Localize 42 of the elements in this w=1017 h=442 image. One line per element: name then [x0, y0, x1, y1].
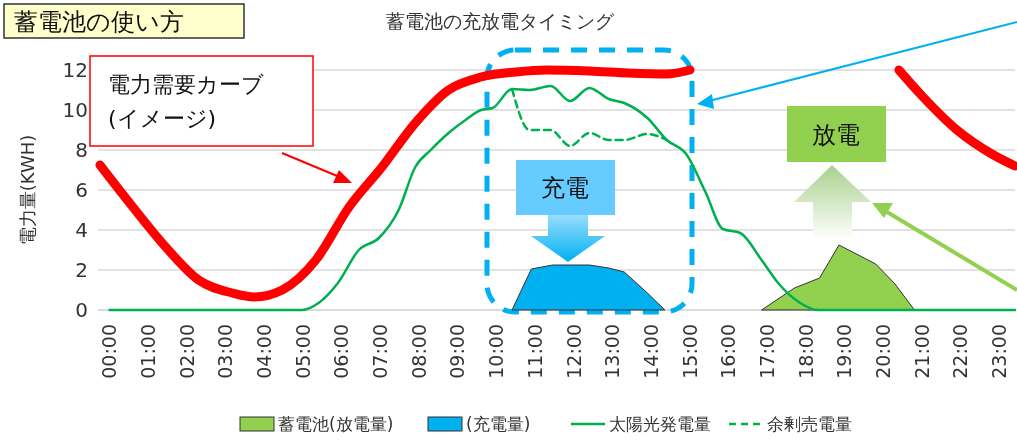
x-tick-label: 14:00	[639, 324, 662, 379]
text: 蓄電池の使い方	[14, 8, 184, 36]
annotation: 電力需要カーブ (イメージ)	[108, 72, 264, 131]
x-tick-label: 17:00	[756, 324, 779, 379]
x-tick-label: 02:00	[175, 324, 198, 379]
x-tick-label: 00:00	[98, 324, 121, 379]
annotation: 放電	[812, 121, 860, 149]
x-tick-label: 04:00	[253, 324, 276, 379]
y-axis-title: 電力量(KWH)	[17, 134, 39, 246]
x-tick-label: 16:00	[717, 324, 740, 379]
x-tick-label: 15:00	[678, 324, 701, 379]
x-tick-label: 08:00	[407, 324, 430, 379]
legend-label: 太陽光発電量	[609, 414, 711, 434]
x-tick-label: 18:00	[794, 324, 817, 379]
line-series	[510, 87, 669, 148]
x-tick-label: 05:00	[291, 324, 314, 379]
x-tick-label: 06:00	[330, 324, 353, 379]
x-tick-label: 10:00	[485, 324, 508, 379]
x-tick-label: 22:00	[949, 324, 972, 379]
x-tick-label: 23:00	[988, 324, 1011, 379]
x-tick-label: 13:00	[601, 324, 624, 379]
x-tick-label: 20:00	[872, 324, 895, 379]
y-tick-label: 8	[75, 138, 88, 162]
y-tick-label: 6	[75, 178, 88, 202]
x-tick-label: 03:00	[214, 324, 237, 379]
legend-label: 蓄電池(放電量)	[278, 414, 394, 434]
y-tick-label: 12	[62, 58, 88, 82]
x-tick-label: 12:00	[562, 324, 585, 379]
y-tick-label: 0	[75, 298, 88, 322]
x-tick-label: 19:00	[833, 324, 856, 379]
x-tick-label: 01:00	[136, 324, 159, 379]
x-tick-label: 21:00	[910, 324, 933, 379]
legend-label: (充電量)	[466, 414, 531, 434]
chart-title: 蓄電池の充放電タイミング	[386, 10, 615, 32]
y-tick-label: 2	[75, 258, 88, 282]
annotation: 充電	[541, 174, 589, 202]
x-tick-label: 07:00	[369, 324, 392, 379]
legend-label: 余剰売電量	[767, 414, 852, 434]
y-tick-label: 10	[62, 98, 88, 122]
y-tick-label: 4	[75, 218, 88, 242]
x-tick-label: 11:00	[523, 324, 546, 379]
x-tick-label: 09:00	[446, 324, 469, 379]
